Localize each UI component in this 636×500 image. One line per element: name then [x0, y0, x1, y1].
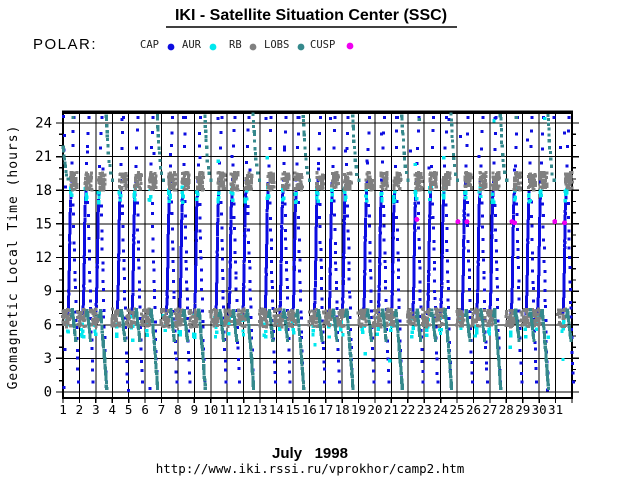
x-tick-label: 26 [466, 402, 481, 417]
x-tick-label: 28 [499, 402, 514, 417]
source-url: http://www.iki.rssi.ru/vprokhor/camp2.ht… [156, 461, 465, 476]
legend-label-lobs: LOBS [264, 39, 289, 51]
spacecraft-label: POLAR: [33, 36, 97, 53]
legend-marker-cap [167, 43, 175, 51]
y-tick-label: 12 [35, 250, 52, 266]
x-tick-label: 25 [450, 402, 465, 417]
x-tick-label: 30 [532, 402, 547, 417]
series-CAP-points [62, 114, 575, 392]
legend-marker-lobs [297, 43, 305, 51]
x-tick-label: 8 [174, 402, 182, 417]
x-tick-label: 19 [351, 402, 366, 417]
legend-label-aur: AUR [182, 39, 202, 51]
x-tick-label: 23 [417, 402, 432, 417]
x-tick-label: 18 [335, 402, 350, 417]
x-tick-label: 27 [482, 402, 497, 417]
y-tick-label: 24 [35, 116, 52, 132]
x-tick-label: 12 [236, 402, 251, 417]
y-tick-label: 9 [44, 284, 52, 300]
x-tick-label: 13 [253, 402, 268, 417]
y-tick-label: 18 [35, 183, 52, 199]
x-tick-label: 7 [158, 402, 166, 417]
axes-and-ticks [56, 110, 579, 403]
x-tick-label: 21 [384, 402, 399, 417]
x-tick-label: 3 [92, 402, 100, 417]
x-tick-label: 10 [203, 402, 218, 417]
y-tick-label: 15 [35, 216, 52, 232]
x-tick-label: 4 [108, 402, 116, 417]
x-tick-label: 31 [548, 402, 563, 417]
y-tick-label: 3 [44, 351, 52, 367]
y-tick-label: 0 [44, 385, 52, 401]
legend-label-cusp: CUSP [310, 39, 335, 51]
x-tick-label: 5 [125, 402, 133, 417]
chart-title: IKI - Satellite Situation Center (SSC) [175, 7, 447, 24]
legend-marker-aur [209, 43, 217, 51]
x-tick-label: 17 [318, 402, 333, 417]
x-tick-label: 2 [76, 402, 84, 417]
x-tick-label: 14 [269, 402, 284, 417]
legend-label-rb: RB [229, 39, 242, 51]
x-tick-label: 6 [141, 402, 149, 417]
tick-labels: 1 2 3 4 5 6 7 8 9 10 11 12 13 14 15 16 17 18 19 20 21 22 23 24 2… [35, 116, 563, 417]
x-tick-label: 11 [220, 402, 235, 417]
x-tick-label: 1 [59, 402, 67, 417]
series-LOBS-points [61, 112, 573, 391]
x-tick-label: 16 [302, 402, 317, 417]
x-tick-label: 24 [433, 402, 448, 417]
legend-label-cap: CAP [140, 39, 159, 51]
y-axis-title: Geomagnetic Local Time (hours) [6, 125, 21, 390]
x-tick-label: 9 [191, 402, 199, 417]
legend: CAP AUR RB LOBS CUSP [140, 39, 354, 51]
series-RB-points [61, 170, 574, 329]
x-tick-label: 29 [515, 402, 530, 417]
y-tick-label: 21 [35, 149, 52, 165]
x-tick-label: 15 [285, 402, 300, 417]
legend-marker-cusp [346, 42, 354, 50]
grid-lines [62, 113, 573, 398]
legend-marker-rb [249, 43, 257, 51]
x-tick-label: 20 [367, 402, 382, 417]
x-tick-label: 22 [400, 402, 415, 417]
y-tick-label: 6 [44, 317, 52, 333]
data-points [61, 112, 575, 392]
month-caption: July 1998 [272, 445, 348, 462]
series-CUSP-points [414, 216, 568, 226]
